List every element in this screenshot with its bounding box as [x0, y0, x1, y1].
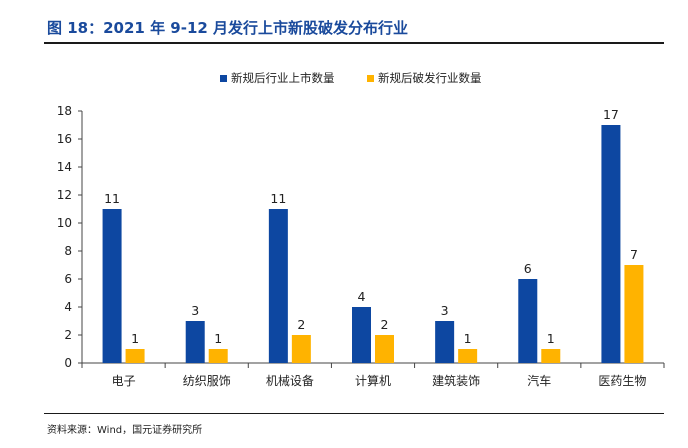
y-tick-label: 10 — [57, 216, 72, 230]
y-axis: 0 2 4 6 8 10 12 14 16 18 — [57, 104, 83, 370]
data-label-broken-0: 1 — [131, 331, 139, 346]
legend-swatch-2 — [367, 75, 374, 82]
data-label-listed-0: 11 — [104, 191, 120, 206]
footer-rule — [44, 413, 664, 414]
data-label-broken-5: 1 — [547, 331, 555, 346]
data-label-broken-1: 1 — [214, 331, 222, 346]
bar-broken-6 — [624, 265, 644, 363]
data-label-broken-4: 1 — [464, 331, 472, 346]
bar-listed-5 — [518, 279, 538, 363]
figure-title: 图 18：2021 年 9-12 月发行上市新股破发分布行业 — [47, 19, 409, 37]
bar-series — [102, 125, 644, 363]
data-label-broken-3: 2 — [381, 317, 389, 332]
y-tick-label: 2 — [64, 328, 72, 342]
bar-listed-2 — [268, 209, 288, 363]
x-axis: 电子 纺织服饰 机械设备 计算机 建筑装饰 汽车 医药生物 — [81, 362, 665, 388]
x-category-label: 纺织服饰 — [183, 374, 231, 388]
source-note: 资料来源：Wind，国元证券研究所 — [47, 425, 203, 436]
bar-listed-3 — [352, 307, 371, 363]
bar-listed-4 — [435, 321, 455, 363]
x-category-label: 电子 — [112, 374, 136, 388]
x-category-label: 建筑装饰 — [432, 373, 480, 388]
data-label-broken-6: 7 — [630, 247, 638, 262]
y-tick-label: 0 — [64, 356, 72, 370]
y-tick-label: 4 — [64, 300, 72, 314]
bar-broken-3 — [375, 335, 394, 363]
chart-legend: 新规后行业上市数量 新规后破发行业数量 — [220, 71, 482, 85]
data-label-listed-4: 3 — [441, 303, 449, 318]
data-label-listed-3: 4 — [358, 289, 366, 304]
y-tick-label: 16 — [57, 132, 72, 146]
y-tick-label: 18 — [57, 104, 72, 118]
legend-swatch-1 — [220, 75, 227, 82]
y-tick-label: 14 — [57, 160, 72, 174]
bar-listed-1 — [185, 321, 205, 363]
title-rule — [44, 42, 664, 44]
bar-broken-5 — [541, 349, 561, 363]
x-category-label: 计算机 — [355, 373, 391, 388]
bar-broken-0 — [125, 349, 145, 363]
y-tick-label: 6 — [64, 272, 72, 286]
data-label-listed-2: 11 — [270, 191, 286, 206]
x-category-label: 机械设备 — [266, 373, 314, 388]
data-label-listed-5: 6 — [524, 261, 532, 276]
bar-listed-6 — [601, 125, 621, 363]
x-category-label: 汽车 — [527, 373, 551, 388]
bar-broken-2 — [291, 335, 311, 363]
x-category-label: 医药生物 — [598, 374, 646, 388]
bar-listed-0 — [102, 209, 122, 363]
data-label-broken-2: 2 — [297, 317, 305, 332]
legend-label-1: 新规后行业上市数量 — [231, 71, 335, 85]
y-tick-label: 8 — [64, 244, 72, 258]
bar-broken-1 — [208, 349, 228, 363]
data-label-listed-6: 17 — [603, 107, 619, 122]
data-label-listed-1: 3 — [191, 303, 199, 318]
bar-broken-4 — [458, 349, 478, 363]
y-tick-label: 12 — [57, 188, 72, 202]
legend-label-2: 新规后破发行业数量 — [378, 71, 482, 85]
